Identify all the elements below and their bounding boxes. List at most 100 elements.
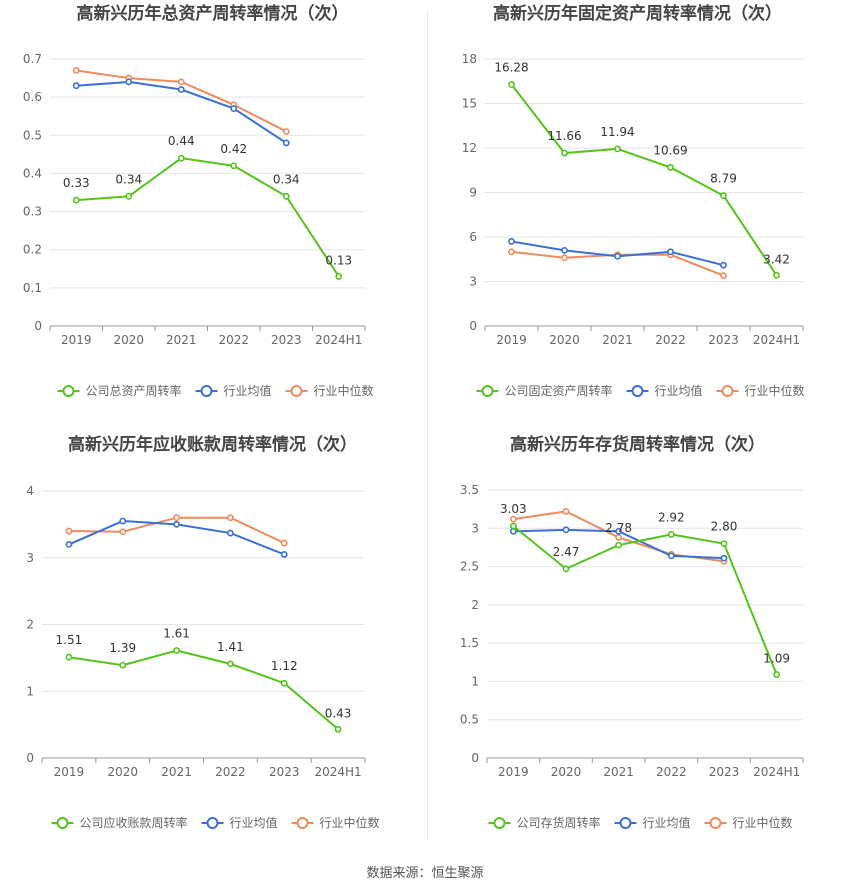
- data-point: [562, 565, 570, 573]
- legend-item[interactable]: 行业中位数: [704, 815, 793, 830]
- data-point: [282, 192, 290, 200]
- data-label: 0.43: [325, 706, 352, 720]
- data-label: 3.42: [763, 252, 790, 266]
- series-line: [68, 649, 339, 731]
- data-label: 0.34: [115, 172, 142, 186]
- legend-marker: [290, 385, 303, 397]
- legend-marker: [206, 817, 219, 829]
- y-tick-label: 2: [26, 618, 34, 632]
- data-label: 1.39: [109, 641, 136, 655]
- y-tick-label: 0.7: [23, 52, 42, 66]
- chart-title: 高新兴历年总资产周转率情况（次）: [77, 3, 349, 24]
- legend-item[interactable]: 行业均值: [195, 383, 272, 398]
- legend-item[interactable]: 行业中位数: [291, 815, 380, 830]
- legend-marker: [619, 817, 632, 829]
- data-label: 10.69: [653, 143, 687, 157]
- data-point: [509, 527, 517, 535]
- x-tick-label: 2024H1: [753, 333, 800, 347]
- data-label: 0.34: [273, 172, 300, 186]
- legend-label: 公司应收账款周转率: [80, 815, 188, 830]
- data-point: [173, 520, 180, 528]
- legend-item[interactable]: 公司存货周转率: [488, 815, 601, 830]
- data-label: 1.09: [763, 652, 790, 666]
- legend-item[interactable]: 公司总资产周转率: [57, 383, 182, 398]
- chart-title: 高新兴历年应收账款周转率情况（次）: [68, 434, 357, 455]
- legend-label: 行业均值: [230, 815, 278, 830]
- x-tick-label: 2021: [602, 333, 633, 347]
- y-tick-label: 18: [462, 52, 477, 66]
- x-tick-label: 2024H1: [314, 765, 361, 779]
- data-point: [335, 273, 343, 280]
- legend-label: 行业中位数: [733, 815, 793, 830]
- data-point: [720, 192, 727, 200]
- x-tick-label: 2024H1: [315, 333, 362, 347]
- data-label: 16.28: [494, 61, 528, 75]
- legend-item[interactable]: 公司固定资产周转率: [476, 383, 613, 398]
- legend-item[interactable]: 行业中位数: [716, 383, 805, 398]
- data-point: [508, 248, 515, 256]
- data-label: 2.80: [711, 520, 738, 534]
- inventory-turnover-chart: 高新兴历年存货周转率情况（次） 0 0.5 1 1.5 2 2.5 3 3.5 2019 2020 2…: [460, 434, 804, 830]
- legend-item[interactable]: 行业中位数: [285, 383, 374, 398]
- receivables-turnover-chart: 高新兴历年应收账款周转率情况（次） 0 1 2 3 4 2019 2020 2021 2022 20…: [26, 434, 380, 830]
- data-point: [614, 252, 621, 260]
- legend-item[interactable]: 公司应收账款周转率: [51, 815, 188, 830]
- legend-marker: [631, 385, 644, 397]
- legend-item[interactable]: 行业均值: [614, 815, 691, 830]
- x-tick-label: 2023: [271, 333, 302, 347]
- data-point: [773, 671, 781, 678]
- data-point: [125, 192, 133, 200]
- data-point: [561, 254, 568, 262]
- y-tick-label: 15: [462, 97, 477, 111]
- data-point: [227, 514, 234, 522]
- data-point: [119, 661, 127, 669]
- legend-item[interactable]: 行业均值: [626, 383, 703, 398]
- x-tick-label: 2021: [603, 765, 634, 779]
- data-point: [65, 527, 73, 535]
- chart-title: 高新兴历年固定资产周转率情况（次）: [493, 3, 782, 24]
- y-tick-label: 3: [471, 521, 479, 535]
- data-label: 0.33: [63, 176, 90, 190]
- legend-marker: [481, 385, 494, 397]
- data-label: 1.61: [163, 627, 190, 641]
- legend-marker: [200, 385, 213, 397]
- y-tick-label: 3: [26, 551, 34, 565]
- y-tick-label: 3: [469, 275, 477, 289]
- legend-label: 行业均值: [655, 383, 703, 398]
- legend-marker: [56, 817, 69, 829]
- data-label: 11.94: [600, 125, 634, 139]
- legend-item[interactable]: 行业均值: [201, 815, 278, 830]
- data-point: [614, 145, 621, 153]
- data-point: [65, 541, 73, 548]
- legend-label: 公司存货周转率: [517, 815, 601, 830]
- y-tick-label: 1: [471, 674, 479, 688]
- x-tick-label: 2023: [269, 765, 300, 779]
- data-point: [667, 164, 674, 171]
- y-tick-label: 2: [471, 598, 479, 612]
- data-label: 11.66: [547, 129, 581, 143]
- y-tick-label: 0.3: [23, 205, 42, 219]
- data-point: [125, 78, 133, 86]
- y-tick-label: 0: [26, 751, 34, 765]
- y-tick-label: 0: [34, 319, 42, 333]
- series-line: [76, 157, 340, 277]
- data-point: [667, 552, 675, 560]
- data-point: [773, 271, 780, 279]
- y-tick-label: 4: [26, 484, 34, 498]
- x-tick-label: 2020: [107, 765, 138, 779]
- data-point: [720, 272, 727, 279]
- data-point: [280, 551, 288, 558]
- data-point: [509, 522, 517, 530]
- legend-label: 行业均值: [643, 815, 691, 830]
- data-point: [65, 653, 73, 661]
- data-point: [282, 128, 290, 135]
- data-point: [280, 539, 288, 547]
- x-tick-label: 2022: [215, 765, 246, 779]
- data-point: [615, 534, 623, 541]
- x-tick-label: 2020: [549, 333, 580, 347]
- data-label: 2.92: [658, 510, 685, 524]
- x-tick-label: 2019: [498, 765, 529, 779]
- data-point: [720, 261, 727, 269]
- data-label: 2.78: [605, 521, 632, 535]
- data-point: [667, 248, 674, 256]
